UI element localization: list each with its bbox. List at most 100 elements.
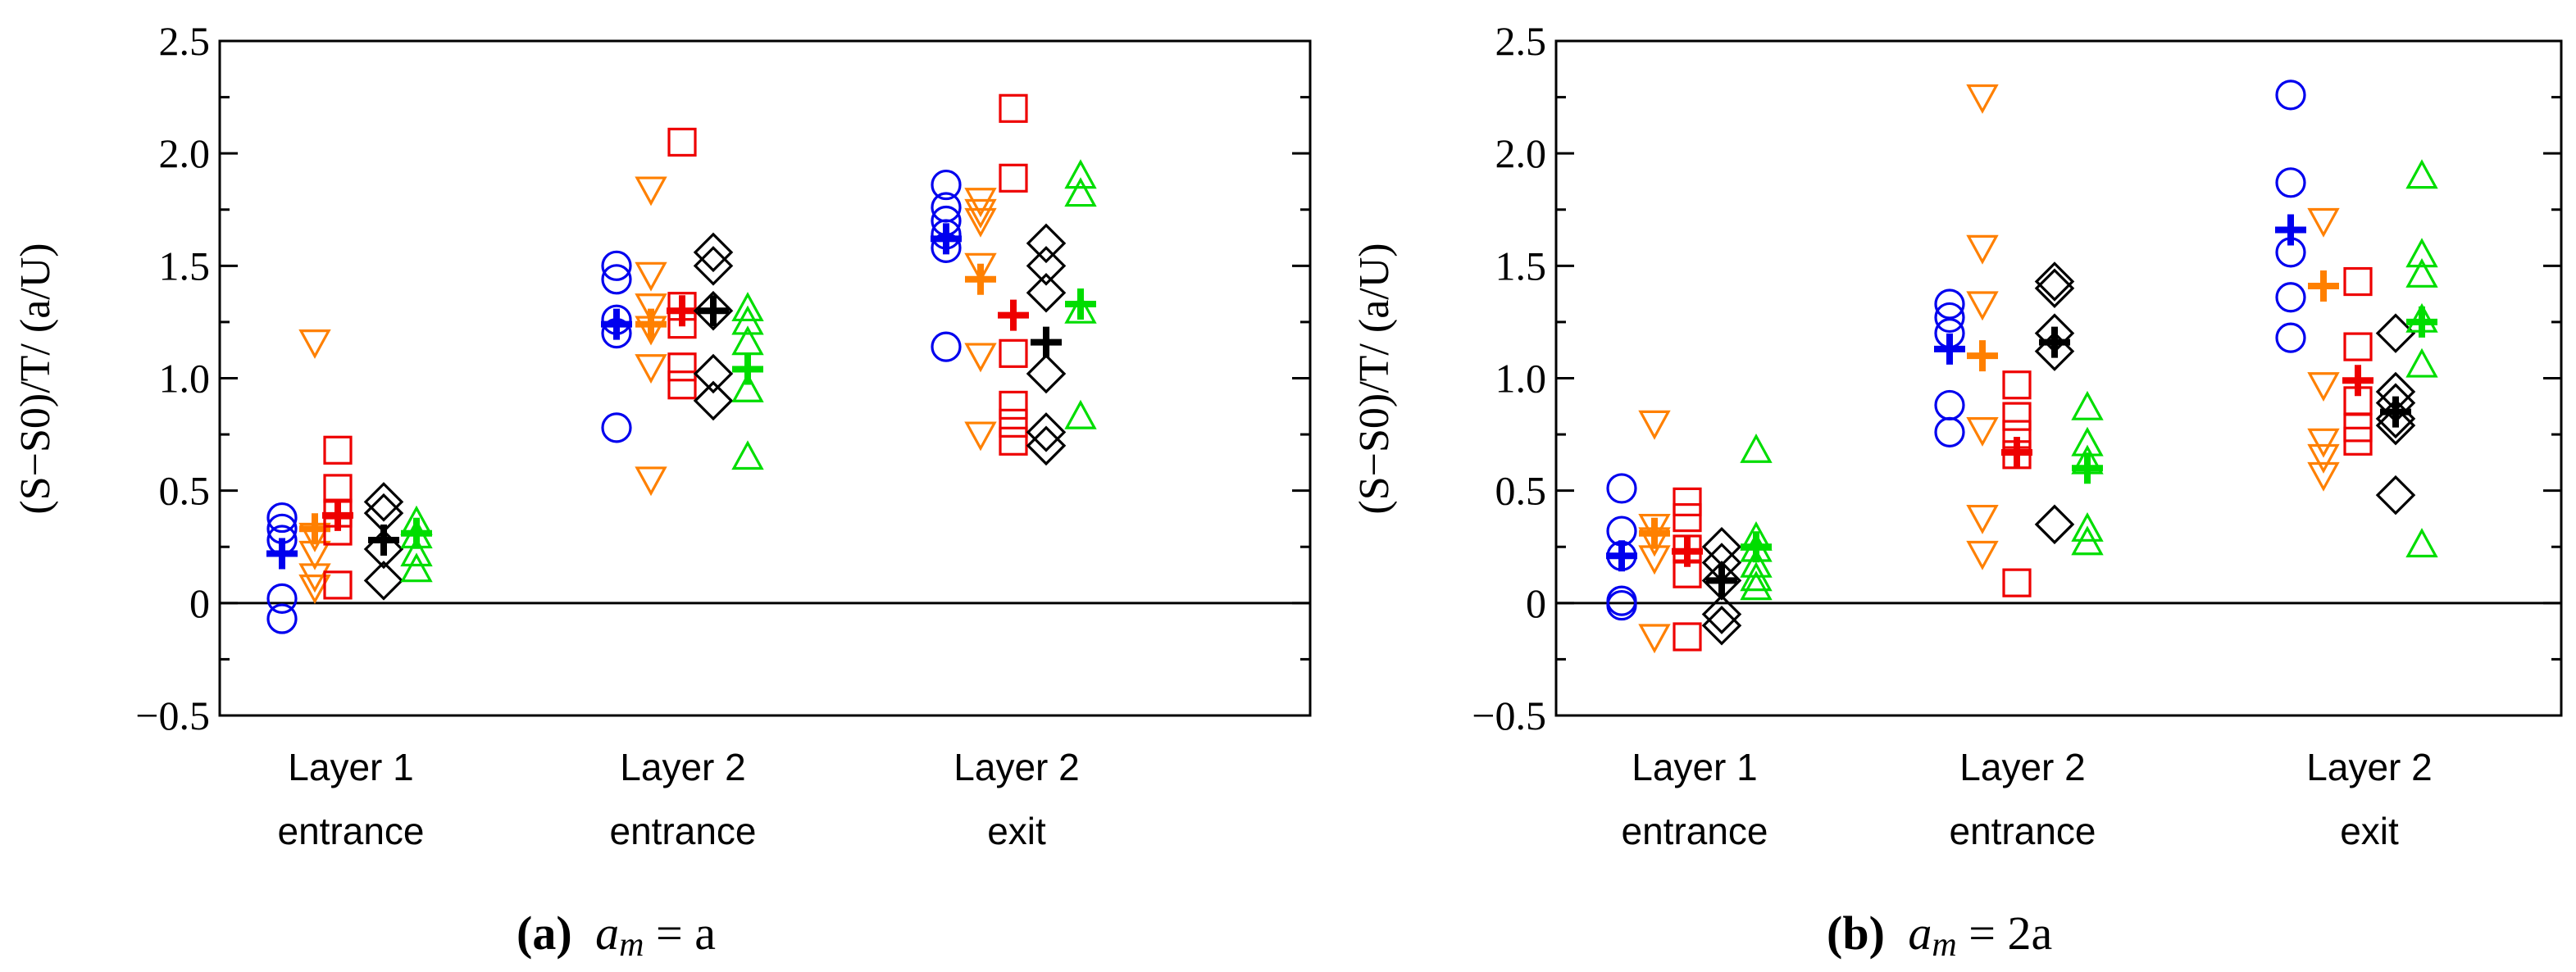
data-point-square xyxy=(1673,622,1702,652)
mean-marker xyxy=(266,538,298,570)
category-label-line1: Layer 2 xyxy=(620,746,745,788)
data-point-circle xyxy=(1606,589,1637,621)
data-point-triangle-up xyxy=(731,292,764,322)
data-point-triangle-down xyxy=(964,198,997,229)
mean-marker xyxy=(1706,565,1737,597)
data-point-diamond xyxy=(1026,412,1067,452)
mean-marker xyxy=(1934,333,1965,365)
category-label-line2: exit xyxy=(2340,810,2399,852)
data-point-diamond xyxy=(1026,425,1067,466)
data-point-triangle-down xyxy=(1638,410,1671,440)
data-point-square xyxy=(2002,402,2032,431)
category-label-line1: Layer 1 xyxy=(1632,746,1757,788)
data-point-triangle-down xyxy=(1966,291,1999,321)
category-label-line2: entrance xyxy=(277,810,424,852)
data-point-circle xyxy=(1934,416,1965,447)
y-tick-label: 2.0 xyxy=(159,130,211,176)
caption-b: (b) am = 2a xyxy=(1827,906,2052,964)
data-point-diamond xyxy=(693,246,734,286)
data-point-triangle-up xyxy=(1064,177,1097,207)
data-point-circle xyxy=(1934,389,1965,421)
mean-marker xyxy=(1606,540,1637,572)
mean-marker xyxy=(1672,535,1703,567)
data-point-square xyxy=(2343,426,2373,456)
category-label-line1: Layer 2 xyxy=(1959,746,2085,788)
mean-marker xyxy=(998,299,1029,331)
y-tick-label: 2.5 xyxy=(1495,18,1547,64)
mean-marker xyxy=(1639,517,1670,549)
data-point-triangle-down xyxy=(1966,504,1999,534)
mean-marker xyxy=(601,308,632,340)
data-point-circle xyxy=(2275,282,2306,313)
data-point-diamond xyxy=(1026,272,1067,313)
data-point-circle xyxy=(1606,473,1637,504)
data-point-diamond xyxy=(2375,475,2416,516)
data-point-triangle-up xyxy=(2405,347,2438,378)
mean-marker xyxy=(2001,437,2032,469)
data-point-square xyxy=(2002,568,2032,597)
category-label-line2: entrance xyxy=(1949,810,2096,852)
data-point-diamond xyxy=(1026,353,1067,394)
data-point-triangle-down xyxy=(635,176,667,207)
data-point-triangle-down xyxy=(2307,428,2340,458)
y-tick-labels-a: 2.5 2.0 1.5 1.0 0.5 0 −0.5 xyxy=(135,18,210,738)
data-point-circle xyxy=(266,502,298,534)
data-point-square xyxy=(323,570,353,600)
data-point-triangle-up xyxy=(2071,525,2104,556)
data-point-triangle-up xyxy=(2405,257,2438,288)
data-point-triangle-up xyxy=(1740,547,1773,578)
mean-marker xyxy=(368,525,399,556)
data-point-square xyxy=(999,338,1028,368)
caption-rhs: = 2a xyxy=(1957,906,2052,960)
data-point-triangle-up xyxy=(1740,561,1773,592)
data-point-diamond xyxy=(1701,561,1742,601)
data-point-triangle-down xyxy=(298,563,331,593)
data-point-square xyxy=(999,408,1028,438)
data-point-diamond xyxy=(2375,313,2416,353)
data-points-a xyxy=(266,93,1097,634)
data-point-circle xyxy=(266,583,298,614)
mean-marker xyxy=(2039,326,2070,358)
data-point-triangle-down xyxy=(964,343,997,373)
panel-a: 2.5 2.0 1.5 1.0 0.5 0 −0.5 (S−S0)/T/ (a/… xyxy=(12,18,1312,964)
data-point-triangle-down xyxy=(2307,372,2340,402)
y-tick-label: 0 xyxy=(1526,580,1546,626)
y-tick-label: 1.5 xyxy=(1495,243,1547,288)
data-point-triangle-down xyxy=(964,207,997,238)
plot-frame-a xyxy=(218,39,1312,717)
data-point-diamond xyxy=(2034,268,2075,309)
y-tick-label: 2.5 xyxy=(159,18,211,64)
y-axis-label-a: (S−S0)/T/ (a/U) xyxy=(12,243,59,514)
y-axis-label-b: (S−S0)/T/ (a/U) xyxy=(1351,243,1398,514)
data-point-triangle-down xyxy=(1638,624,1671,654)
data-point-triangle-down xyxy=(2307,461,2340,492)
data-point-diamond xyxy=(1026,246,1067,286)
data-point-diamond xyxy=(693,290,734,331)
mean-marker xyxy=(2308,270,2339,302)
mean-marker xyxy=(322,499,353,531)
data-point-triangle-up xyxy=(1064,159,1097,189)
mean-marker xyxy=(2406,306,2437,338)
caption-var: a xyxy=(1908,906,1932,960)
y-tick-label: 2.0 xyxy=(1495,130,1547,176)
caption-sub: m xyxy=(619,926,644,964)
data-point-circle xyxy=(2275,79,2306,111)
data-point-triangle-up xyxy=(731,440,764,470)
data-point-diamond xyxy=(2375,405,2416,446)
data-point-diamond xyxy=(363,561,404,601)
y-tick-label: −0.5 xyxy=(135,693,210,738)
data-point-circle xyxy=(931,169,962,201)
data-point-triangle-up xyxy=(1064,399,1097,429)
data-point-triangle-down xyxy=(2307,207,2340,238)
data-point-triangle-up xyxy=(2071,390,2104,420)
data-point-triangle-down xyxy=(1966,416,1999,447)
y-tick-label: 1.0 xyxy=(1495,356,1547,402)
caption-a: (a) am = a xyxy=(517,906,716,964)
data-point-triangle-down xyxy=(298,575,331,604)
mean-marker xyxy=(931,223,962,255)
data-point-square xyxy=(2343,266,2373,297)
data-point-diamond xyxy=(693,232,734,273)
caption-letter: (b) xyxy=(1827,906,1885,960)
data-point-triangle-up xyxy=(731,325,764,356)
